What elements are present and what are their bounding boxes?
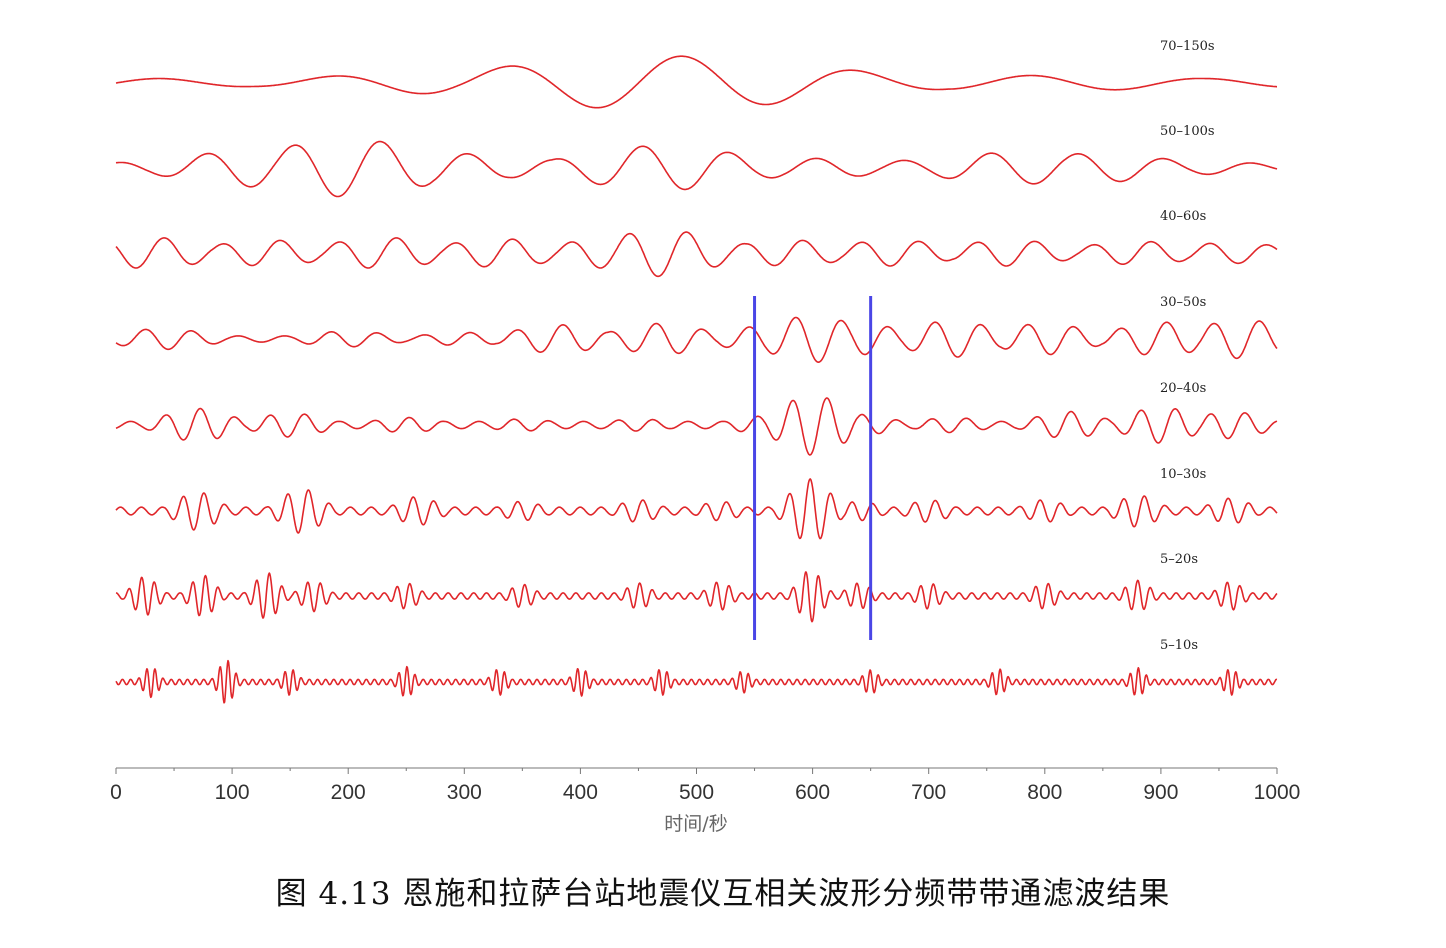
x-tick-label: 200 <box>331 781 366 804</box>
band-label: 70–150s <box>1160 39 1215 54</box>
band-label: 10–30s <box>1160 467 1206 482</box>
x-axis-title: 时间/秒 <box>664 813 727 835</box>
waveform-trace <box>115 231 1278 278</box>
waveform-trace <box>115 140 1278 198</box>
x-tick-label: 900 <box>1143 781 1178 804</box>
x-tick-label: 800 <box>1027 781 1062 804</box>
figure-caption: 图 4.13 恩施和拉萨台站地震仪互相关波形分频带带通滤波结果 <box>275 876 1171 912</box>
waveform-trace <box>115 478 1278 540</box>
x-tick-label: 500 <box>679 781 714 804</box>
x-tick-label: 100 <box>215 781 250 804</box>
x-tick-label: 300 <box>447 781 482 804</box>
x-tick-label: 1000 <box>1254 781 1301 804</box>
x-tick-label: 0 <box>110 781 122 804</box>
waveform-trace <box>115 316 1278 363</box>
x-tick-label: 400 <box>563 781 598 804</box>
band-label: 5–10s <box>1160 638 1198 653</box>
waveform-figure: 70–150s 50–100s 40–60s 30–50s 20–40s 10–30s 5–… <box>110 39 1301 835</box>
x-tick-label: 600 <box>795 781 830 804</box>
waveform-trace <box>115 55 1278 109</box>
band-labels: 70–150s 50–100s 40–60s 30–50s 20–40s 10–30s 5–… <box>1160 39 1215 653</box>
waveform-traces <box>115 55 1278 704</box>
band-label: 5–20s <box>1160 552 1198 567</box>
waveform-trace <box>115 659 1278 704</box>
x-tick-label: 700 <box>911 781 946 804</box>
waveform-trace <box>115 571 1278 623</box>
band-label: 50–100s <box>1160 124 1215 139</box>
window-markers <box>753 296 873 640</box>
band-label: 20–40s <box>1160 381 1206 396</box>
band-label: 40–60s <box>1160 209 1206 224</box>
x-axis: 0 100 200 300 400 500 600 700 800 900 1000 <box>110 767 1301 804</box>
waveform-trace <box>115 397 1278 456</box>
band-label: 30–50s <box>1160 295 1206 310</box>
